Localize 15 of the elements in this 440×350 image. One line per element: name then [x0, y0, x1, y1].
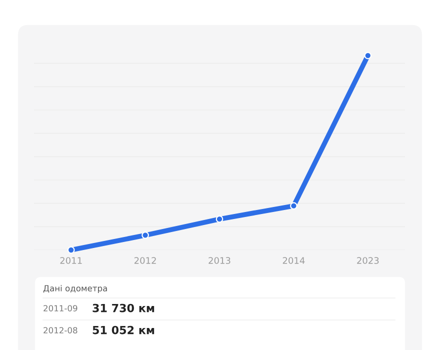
x-tick-label: 2011 — [60, 257, 82, 264]
point — [364, 52, 372, 60]
text: 51 052 км — [92, 326, 154, 334]
x-tick-label: 2014 — [282, 257, 305, 264]
point — [67, 246, 75, 254]
x-tick-label: 2012 — [134, 257, 156, 264]
text: 2011-09 — [44, 305, 78, 312]
point — [290, 202, 298, 210]
text: 2012-08 — [44, 327, 78, 334]
text: 31 730 км — [92, 304, 154, 312]
point — [216, 215, 224, 223]
x-tick-label: 2023 — [357, 257, 379, 264]
text: Дані одометра — [43, 284, 107, 294]
point — [142, 232, 149, 239]
x-tick-label: 2013 — [208, 257, 230, 264]
